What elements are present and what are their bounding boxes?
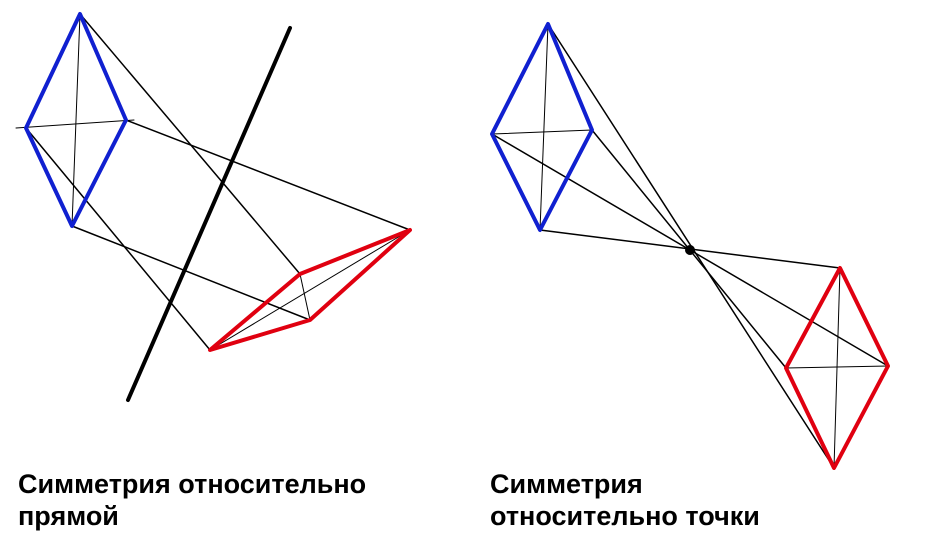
blue-inner-line bbox=[16, 120, 134, 128]
connection-line bbox=[126, 120, 410, 230]
red-inner-line bbox=[300, 274, 310, 320]
blue-inner-line bbox=[72, 14, 80, 226]
blue-inner-line bbox=[492, 130, 592, 134]
connection-line bbox=[26, 128, 210, 350]
symmetry-center-point bbox=[685, 245, 695, 255]
connection-line bbox=[72, 226, 310, 320]
line-symmetry-caption: Симметрия относительно прямой bbox=[18, 468, 366, 533]
point-symmetry-caption: Симметрия относительно точки bbox=[490, 468, 760, 533]
red-inner-line bbox=[834, 268, 840, 468]
symmetry-axis bbox=[128, 28, 290, 400]
point-symmetry-diagram bbox=[450, 0, 940, 470]
blue-inner-line bbox=[540, 24, 548, 230]
red-inner-line bbox=[210, 230, 410, 350]
blue-diamond bbox=[492, 24, 592, 230]
line-symmetry-diagram bbox=[0, 0, 460, 440]
